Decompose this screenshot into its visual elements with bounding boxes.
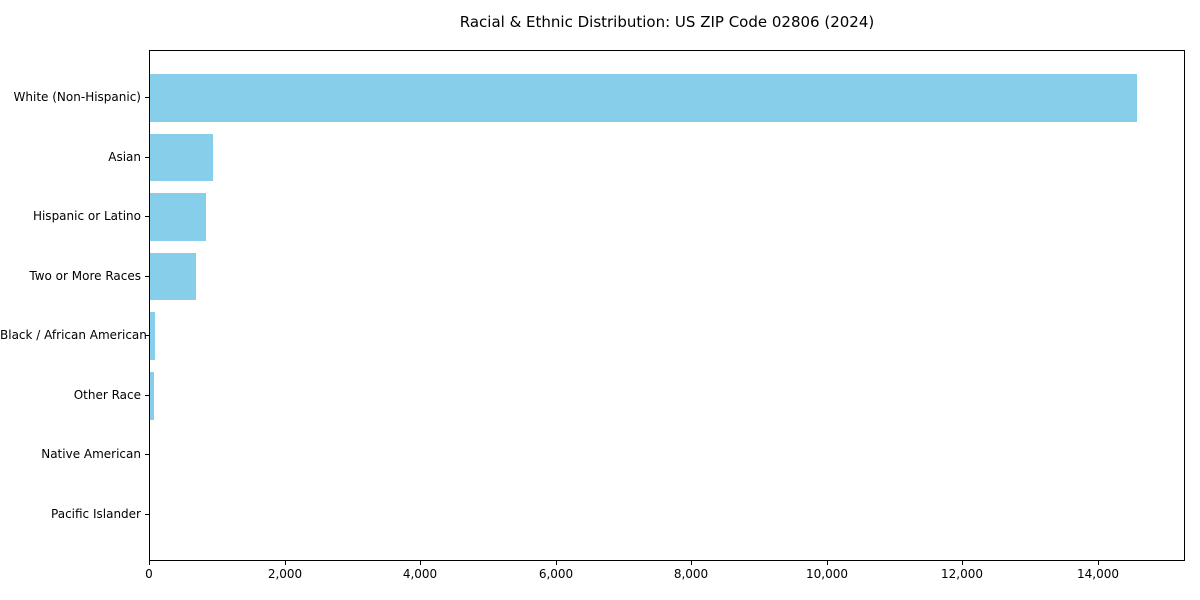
x-tick-label-10,000: 10,000 [806, 567, 848, 581]
x-tick-label-2,000: 2,000 [267, 567, 303, 581]
y-tick-mark-asian [145, 157, 149, 158]
y-tick-mark-other-race [145, 395, 149, 396]
y-tick-label-hispanic-or-latino: Hispanic or Latino [32, 209, 141, 223]
y-tick-label-pacific-islander: Pacific Islander [51, 507, 141, 521]
bar-other-race [150, 372, 154, 420]
y-tick-label-other-race: Other Race [73, 388, 141, 402]
x-tick-label-8,000: 8,000 [673, 567, 709, 581]
chart-title: Racial & Ethnic Distribution: US ZIP Cod… [459, 13, 875, 31]
x-tick-mark-0 [149, 561, 150, 565]
x-tick-mark-6,000 [556, 561, 557, 565]
bar-hispanic-or-latino [150, 193, 206, 241]
y-tick-label-black-african-american: Black / African American [0, 328, 147, 342]
y-tick-mark-black-african-american [145, 335, 149, 336]
x-tick-label-12,000: 12,000 [941, 567, 983, 581]
x-tick-mark-12,000 [962, 561, 963, 565]
y-tick-mark-hispanic-or-latino [145, 216, 149, 217]
y-tick-mark-native-american [145, 454, 149, 455]
x-tick-mark-8,000 [691, 561, 692, 565]
y-tick-label-two-or-more-races: Two or More Races [29, 269, 141, 283]
bar-white-non-hispanic [150, 74, 1137, 122]
plot-area [149, 50, 1185, 561]
x-tick-mark-4,000 [420, 561, 421, 565]
bar-black-african-american [150, 312, 155, 361]
x-tick-label-14,000: 14,000 [1077, 567, 1119, 581]
y-tick-mark-two-or-more-races [145, 276, 149, 277]
y-tick-mark-pacific-islander [145, 514, 149, 515]
x-tick-mark-10,000 [827, 561, 828, 565]
x-tick-label-4,000: 4,000 [402, 567, 438, 581]
x-tick-label-6,000: 6,000 [538, 567, 574, 581]
x-tick-mark-2,000 [285, 561, 286, 565]
bar-asian [150, 133, 213, 182]
y-tick-label-asian: Asian [108, 150, 141, 164]
y-tick-label-white-non-hispanic: White (Non-Hispanic) [13, 90, 141, 104]
x-tick-mark-14,000 [1098, 561, 1099, 565]
y-tick-label-native-american: Native American [41, 447, 141, 461]
x-tick-label-0: 0 [145, 567, 153, 581]
y-tick-mark-white-non-hispanic [145, 97, 149, 98]
bar-two-or-more-races [150, 252, 196, 301]
